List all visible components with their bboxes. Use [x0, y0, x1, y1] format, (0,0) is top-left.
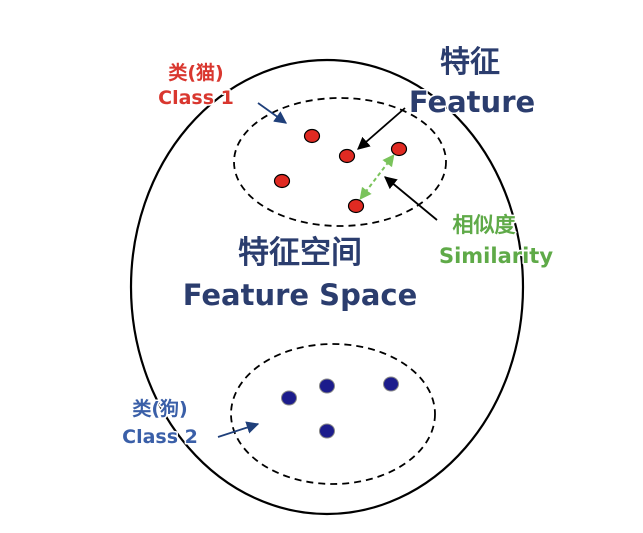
class1-point	[273, 173, 291, 189]
feature-space-label-zh: 特征空间	[238, 235, 362, 271]
class1-point	[390, 141, 408, 157]
similarity-double-arrow	[359, 154, 395, 200]
feature-space-boundary	[129, 58, 525, 516]
class1-pointer-arrow	[257, 102, 288, 124]
class2-cluster	[230, 343, 436, 485]
class1-cluster	[233, 97, 447, 227]
class2-point	[383, 376, 399, 392]
feature-label-en: Feature	[409, 85, 535, 119]
class1-point	[338, 148, 356, 164]
class2-pointer-arrow	[217, 421, 260, 438]
class1-label-en: Class 1	[158, 87, 234, 109]
class1-point	[347, 198, 365, 214]
class2-point	[319, 423, 335, 439]
feature-label-zh: 特征	[440, 45, 500, 80]
class1-point	[303, 128, 321, 144]
class1-label-zh: 类(猫)	[168, 61, 223, 84]
class2-point	[319, 378, 335, 394]
class1-points	[273, 128, 408, 214]
class2-label-en: Class 2	[122, 426, 198, 448]
feature-space-label-en: Feature Space	[183, 278, 418, 312]
class2-point	[281, 390, 297, 406]
feature-arrow	[357, 107, 406, 150]
similarity-label-en: Similarity	[439, 244, 553, 268]
similarity-pointer-arrow	[384, 176, 438, 221]
class2-points	[281, 376, 399, 439]
class2-label-zh: 类(狗)	[132, 397, 187, 420]
similarity-label-zh: 相似度	[453, 213, 516, 237]
